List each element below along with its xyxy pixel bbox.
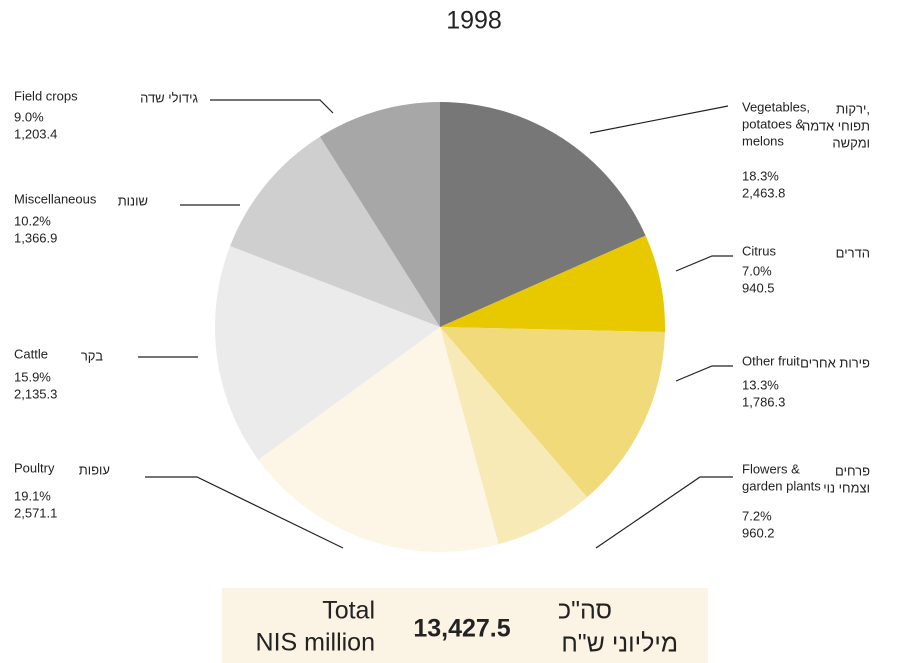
pie-slice xyxy=(440,327,588,545)
chart-title: 1998 xyxy=(446,7,502,35)
category-label: Cattle xyxy=(14,346,48,361)
percent-label: 15.9% xyxy=(14,369,51,384)
pie-slice xyxy=(214,246,440,460)
category-label: Vegetables, xyxy=(742,99,810,114)
total-unit-he: מיליוני ש"ח xyxy=(561,630,678,658)
category-label: melons xyxy=(742,133,784,148)
category-label: Miscellaneous xyxy=(14,191,97,206)
percent-label: 19.1% xyxy=(14,488,51,503)
total-unit: NIS million xyxy=(256,629,375,657)
percent-label: 9.0% xyxy=(14,109,44,124)
category-label-he: וצמחי נוי xyxy=(823,480,870,495)
category-label: Poultry xyxy=(14,460,55,475)
total-label-he: סה"כ xyxy=(558,597,612,625)
value-label: 1,203.4 xyxy=(14,126,57,141)
value-label: 2,463.8 xyxy=(742,185,785,200)
leader-line xyxy=(595,476,733,549)
pie-slice xyxy=(440,102,646,327)
pie xyxy=(214,102,665,552)
percent-label: 7.2% xyxy=(742,508,772,523)
value-label: 940.5 xyxy=(742,280,775,295)
category-label-he: שונות xyxy=(118,193,148,208)
leader-line xyxy=(589,105,729,134)
pie-slice xyxy=(440,327,665,498)
category-label-he: ירקות, xyxy=(836,101,870,116)
category-label-he: תפוחי אדמה xyxy=(802,118,870,133)
percent-label: 7.0% xyxy=(742,263,772,278)
category-label-he: עופות xyxy=(79,462,110,477)
percent-label: 13.3% xyxy=(742,377,779,392)
total-value: 13,427.5 xyxy=(413,615,510,643)
pie-slice xyxy=(258,327,499,552)
category-label-he: הדרים xyxy=(836,245,870,260)
leader-lines xyxy=(138,99,733,549)
category-label: garden plants xyxy=(742,478,821,493)
value-label: 2,135.3 xyxy=(14,386,57,401)
value-label: 2,571.1 xyxy=(14,505,57,520)
pie-slice xyxy=(319,102,440,327)
total-box xyxy=(222,588,708,663)
category-label: Citrus xyxy=(742,243,776,258)
category-label-he: פרחים xyxy=(835,463,870,478)
pie-slice xyxy=(440,235,665,332)
leader-line xyxy=(210,99,334,114)
value-label: 1,786.3 xyxy=(742,394,785,409)
category-label-he: בקר xyxy=(81,348,103,363)
percent-label: 18.3% xyxy=(742,168,779,183)
category-label-he: גידולי שדה xyxy=(140,90,198,105)
percent-label: 10.2% xyxy=(14,213,51,228)
pie-slice xyxy=(230,136,440,327)
category-label-he: ומקשה xyxy=(832,135,870,150)
category-label: Field crops xyxy=(14,88,78,103)
value-label: 1,366.9 xyxy=(14,230,57,245)
category-label-he: פירות אחרים xyxy=(800,355,870,370)
category-label: Other fruit xyxy=(742,353,800,368)
value-label: 960.2 xyxy=(742,525,775,540)
total-label: Total xyxy=(322,597,375,625)
leader-line xyxy=(145,476,344,549)
category-label: Flowers & xyxy=(742,461,800,476)
leader-line xyxy=(675,255,733,272)
category-label: potatoes & xyxy=(742,116,804,131)
leader-line xyxy=(675,365,733,382)
